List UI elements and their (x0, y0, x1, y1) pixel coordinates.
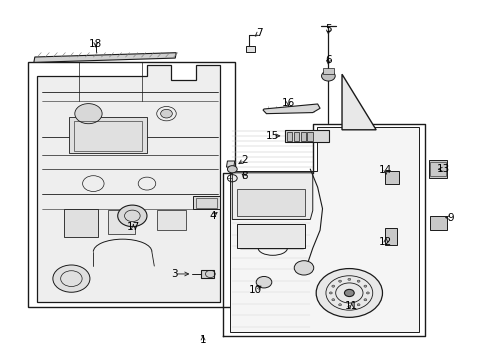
Polygon shape (229, 127, 418, 332)
Text: 16: 16 (281, 98, 294, 108)
Text: 18: 18 (89, 39, 102, 49)
Circle shape (75, 104, 102, 124)
Bar (300, 132, 305, 140)
Text: 8: 8 (241, 171, 247, 181)
Circle shape (227, 166, 237, 173)
Polygon shape (37, 65, 220, 302)
Circle shape (329, 292, 331, 294)
Text: 12: 12 (379, 237, 392, 247)
Text: 3: 3 (171, 269, 177, 279)
Bar (193, 196, 220, 210)
Text: 11: 11 (345, 301, 358, 311)
Text: 9: 9 (446, 213, 453, 222)
Bar (384, 171, 398, 184)
Polygon shape (226, 161, 234, 167)
Text: 5: 5 (325, 24, 331, 35)
Circle shape (331, 299, 334, 301)
Circle shape (53, 265, 90, 292)
Bar (108, 211, 135, 234)
Polygon shape (34, 53, 176, 62)
Circle shape (347, 278, 350, 280)
Bar (246, 45, 255, 51)
Bar (74, 121, 142, 151)
Bar (157, 211, 185, 230)
Circle shape (356, 280, 359, 282)
Circle shape (356, 304, 359, 306)
Bar (286, 132, 292, 140)
Bar (429, 162, 446, 176)
Polygon shape (232, 173, 312, 220)
Circle shape (256, 276, 271, 288)
Bar (27, 62, 234, 307)
Circle shape (160, 109, 172, 118)
Bar (384, 228, 396, 245)
Bar (307, 132, 312, 140)
Text: 13: 13 (435, 164, 448, 174)
Circle shape (347, 306, 350, 308)
Text: 14: 14 (379, 165, 392, 175)
Text: 7: 7 (255, 28, 262, 38)
Bar (200, 270, 214, 278)
Bar (323, 68, 333, 74)
Text: 6: 6 (325, 55, 331, 65)
Circle shape (363, 285, 366, 287)
Text: 2: 2 (241, 155, 247, 165)
Bar (293, 132, 299, 140)
Circle shape (331, 285, 334, 287)
Polygon shape (263, 104, 320, 114)
Text: 17: 17 (126, 222, 140, 232)
Circle shape (321, 71, 334, 81)
Bar (69, 117, 147, 153)
Circle shape (363, 299, 366, 301)
Circle shape (338, 280, 341, 282)
Circle shape (316, 269, 382, 318)
Circle shape (294, 261, 313, 275)
Text: 15: 15 (265, 131, 279, 141)
Circle shape (344, 289, 353, 297)
Bar (195, 198, 217, 208)
Bar (237, 224, 305, 248)
Circle shape (366, 292, 368, 294)
Circle shape (118, 205, 147, 226)
Bar (285, 130, 328, 142)
Circle shape (338, 304, 341, 306)
Text: 10: 10 (248, 285, 261, 295)
Bar (428, 160, 447, 178)
Text: 1: 1 (199, 334, 206, 345)
Polygon shape (341, 74, 375, 130)
Bar (429, 216, 447, 230)
Bar (237, 189, 305, 216)
Text: 4: 4 (208, 211, 215, 221)
Bar (64, 209, 98, 237)
